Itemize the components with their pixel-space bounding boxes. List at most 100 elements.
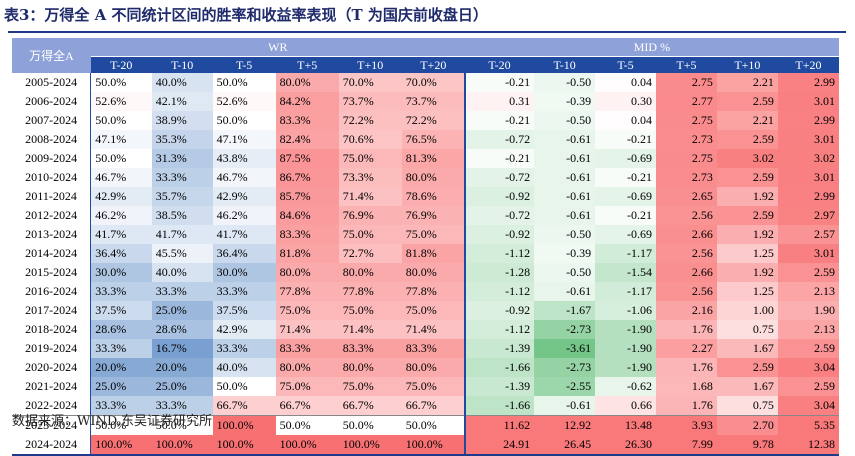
mid-cell: 7.99 [656,435,717,456]
mid-cell: -0.72 [463,130,535,149]
period-cell: 2016-2024 [12,282,92,301]
mid-cell: -0.61 [534,168,596,187]
period-cell: 2015-2024 [12,263,92,282]
table-row: 2006-2024 52.6% 42.1% 52.6% 84.2% 73.7% 73.7% 0… [12,92,839,111]
subheader-row: T-20 T-10 T-5 T+5 T+10 T+20 T-20 T-10 T-5 T+5 T+10… [12,56,839,73]
wr-cell: 28.6% [151,320,213,339]
mid-cell: -0.50 [534,225,596,244]
wr-cell: 50.0% [90,149,152,168]
mid-cell: 24.91 [463,435,535,456]
mid-cell: 2.75 [656,111,717,130]
mid-cell: 2.57 [777,225,839,244]
wr-cell: 41.7% [212,225,276,244]
wr-cell: 75.0% [338,377,402,396]
table-row: 2012-2024 46.2% 38.5% 46.2% 84.6% 76.9% 76.9% -… [12,206,839,225]
period-cell: 2023-2024 [12,415,92,435]
mid-cell: -2.55 [534,377,596,396]
mid-cell: 3.01 [777,168,839,187]
table-row: 2010-2024 46.7% 33.3% 46.7% 86.7% 73.3% 80.0% -… [12,168,839,187]
mid-cell: 2.59 [777,377,839,396]
mid-cell: -1.12 [463,320,535,339]
wr-cell: 33.3% [212,339,276,358]
wr-cell: 25.0% [151,301,213,320]
wr-cell: 46.2% [212,206,276,225]
mid-cell: 1.00 [716,301,778,320]
mid-cell: -0.62 [595,377,656,396]
mid-cell: 1.76 [656,396,717,416]
wr-cell: 72.2% [338,111,402,130]
mid-cell: -1.66 [463,396,535,416]
wr-cell: 37.5% [90,301,152,320]
period-cell: 2011-2024 [12,187,92,206]
mid-cell: 12.92 [534,415,596,435]
wr-cell: 33.3% [151,168,213,187]
mid-cell: -0.21 [595,168,656,187]
wr-cell: 43.8% [212,149,276,168]
mid-cell: -0.69 [595,225,656,244]
table-title: 表3：万得全 A 不同统计区间的胜率和收益率表现（T 为国庆前收盘日） [4,6,488,24]
wr-cell: 20.0% [151,358,213,377]
wr-cell: 75.0% [275,377,339,396]
wr-cell: 76.9% [401,206,465,225]
wr-cell: 33.3% [90,339,152,358]
table-row: 2005-2024 50.0% 40.0% 50.0% 80.0% 70.0% 70.0% -… [12,73,839,92]
wr-cell: 50.0% [90,111,152,130]
mid-cell: -1.90 [595,339,656,358]
wr-cell: 33.3% [151,396,213,416]
mid-cell: 2.13 [777,282,839,301]
mid-cell: 3.01 [777,92,839,111]
wr-cell: 42.9% [212,320,276,339]
wr-cell: 42.1% [151,92,213,111]
mid-cell: -3.61 [534,339,596,358]
wr-cell: 78.6% [401,187,465,206]
wr-cell: 46.7% [212,168,276,187]
report-figure: 表3：万得全 A 不同统计区间的胜率和收益率表现（T 为国庆前收盘日） 万得全A… [4,6,846,456]
mid-cell: -0.50 [534,73,596,92]
mid-cell: -0.39 [534,244,596,263]
wr-cell: 40.0% [151,263,213,282]
wr-cell: 75.0% [401,225,465,244]
wr-cell: 82.4% [275,130,339,149]
wr-cell: 100.0% [151,435,213,456]
mid-cell: 0.75 [716,396,778,416]
wr-cell: 47.1% [212,130,276,149]
mid-cell: 1.76 [656,358,717,377]
mid-cell: 0.30 [595,92,656,111]
mid-col-header: T-20 [464,56,535,73]
mid-cell: 2.56 [656,282,717,301]
mid-cell: -1.17 [595,282,656,301]
wr-col-header: T-10 [151,56,213,73]
mid-cell: 2.66 [656,263,717,282]
mid-cell: -0.69 [595,149,656,168]
wr-col-header: T+5 [275,56,339,73]
mid-cell: 2.59 [716,168,778,187]
table-row: 2014-2024 36.4% 45.5% 36.4% 81.8% 72.7% 81.8% -… [12,244,839,263]
wr-cell: 75.0% [401,377,465,396]
wr-cell: 33.3% [212,282,276,301]
wr-cell: 50.0% [338,415,402,435]
table-row: 2022-2024 33.3% 33.3% 66.7% 66.7% 66.7% 66.7% -… [12,396,839,416]
wr-cell: 83.3% [401,339,465,358]
wr-cell: 31.3% [151,149,213,168]
mid-cell: 3.02 [777,149,839,168]
wr-cell: 36.4% [212,244,276,263]
wr-cell: 81.8% [401,244,465,263]
mid-cell: 2.13 [777,320,839,339]
mid-cell: -0.21 [595,206,656,225]
mid-cell: 1.92 [716,225,778,244]
wr-cell: 50.0% [275,415,339,435]
mid-cell: 2.65 [656,187,717,206]
mid-cell: -1.39 [463,377,535,396]
mid-cell: 2.99 [777,111,839,130]
wr-cell: 83.3% [338,339,402,358]
mid-cell: 1.92 [716,263,778,282]
mid-cell: 2.59 [716,358,778,377]
wr-cell: 52.6% [90,92,152,111]
wr-cell: 50.0% [212,73,276,92]
table-row: 2008-2024 47.1% 35.3% 47.1% 82.4% 70.6% 76.5% -… [12,130,839,149]
table-row: 2011-2024 42.9% 35.7% 42.9% 85.7% 71.4% 78.6% -… [12,187,839,206]
mid-cell: 2.97 [777,206,839,225]
wr-cell: 35.7% [151,187,213,206]
wr-cell: 81.8% [275,244,339,263]
wr-cell: 75.0% [275,301,339,320]
